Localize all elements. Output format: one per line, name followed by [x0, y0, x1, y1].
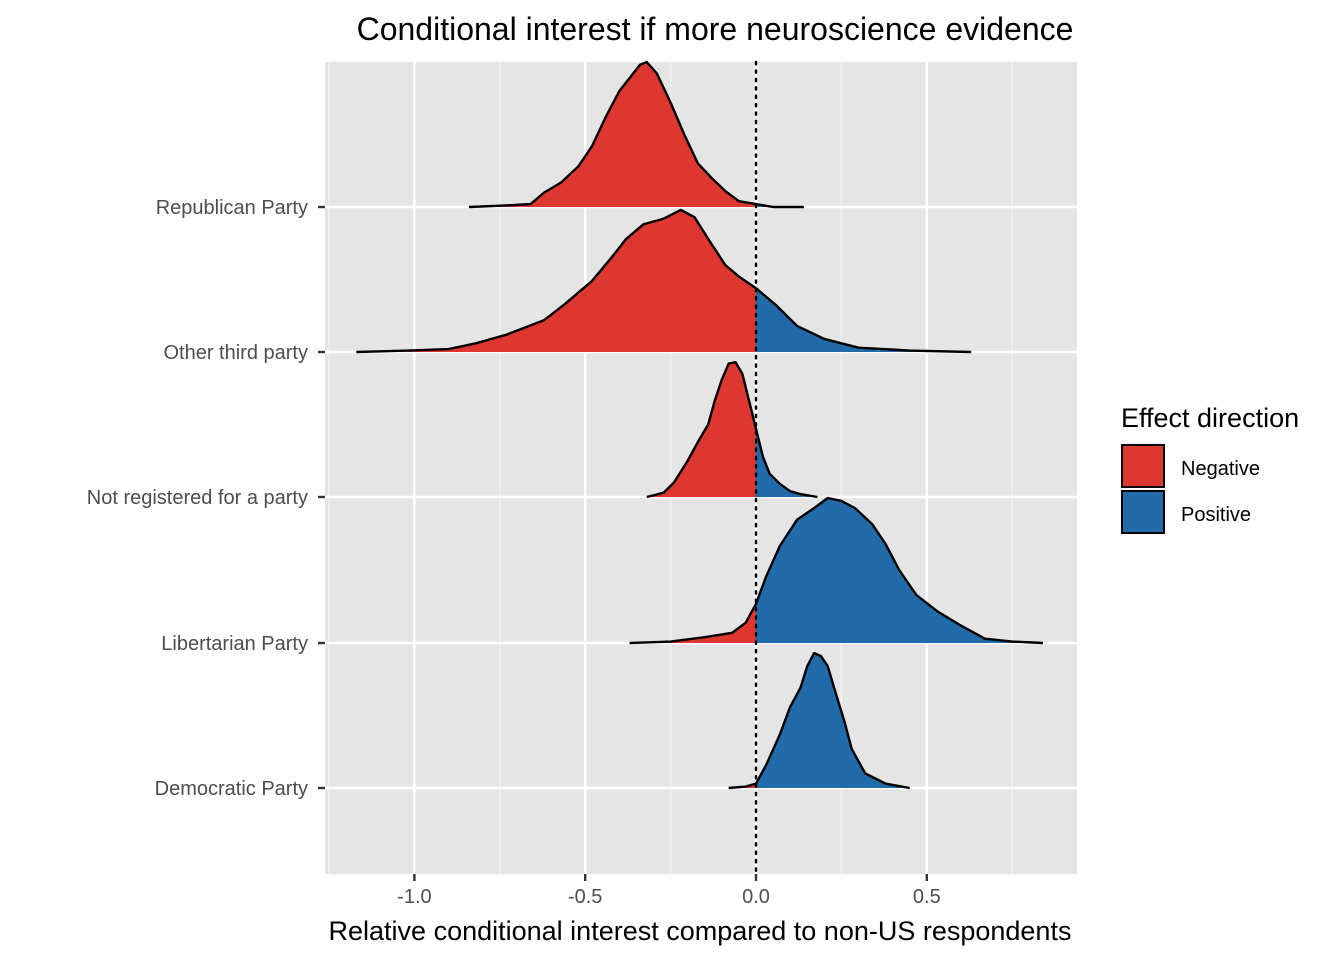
y-tick-label: Democratic Party	[155, 778, 308, 800]
ridge-fill-negative	[728, 783, 756, 788]
x-tick-label: 0.5	[913, 886, 941, 908]
ridge-fill-positive	[756, 428, 818, 497]
ridge-fill-negative	[646, 362, 756, 497]
x-axis: -1.0 -0.5 0.0 0.5	[397, 874, 941, 908]
x-tick-label: 0.0	[742, 886, 770, 908]
legend-key-positive	[1121, 490, 1165, 534]
legend: Effect direction Negative Positive	[1121, 403, 1299, 534]
ridge-outline	[629, 496, 1043, 645]
ridge-fill-positive	[756, 653, 910, 788]
legend-key-negative	[1121, 444, 1165, 488]
density-ridges	[356, 60, 1043, 790]
ridge-fill-negative	[356, 209, 756, 352]
y-tick-label: Republican Party	[156, 197, 308, 219]
y-tick-label: Not registered for a party	[87, 487, 308, 509]
x-tick-label: -0.5	[568, 886, 602, 908]
ridge-fill-positive	[756, 288, 972, 352]
ridge-not-registered-for-a-party	[646, 360, 818, 499]
ridge-libertarian-party	[629, 496, 1043, 645]
ridge-fill-negative	[629, 603, 756, 643]
ridge-democratic-party	[728, 651, 910, 790]
legend-title: Effect direction	[1121, 403, 1299, 433]
ridge-outline	[728, 651, 910, 790]
legend-label-negative: Negative	[1181, 458, 1260, 480]
x-tick-label: -1.0	[397, 886, 431, 908]
y-axis: Republican Party Other third party Not reg…	[87, 197, 325, 800]
ridge-fill-negative	[469, 62, 756, 207]
y-tick-label: Other third party	[163, 342, 308, 364]
ridge-outline	[469, 60, 804, 209]
ridge-republican-party	[469, 60, 804, 209]
ridge-outline	[356, 208, 972, 354]
ridge-other-third-party	[356, 208, 972, 354]
y-tick-label: Libertarian Party	[161, 633, 308, 655]
chart-title: Conditional interest if more neuroscienc…	[357, 11, 1074, 47]
ridge-outline	[646, 360, 818, 499]
legend-label-positive: Positive	[1181, 504, 1251, 526]
x-axis-title: Relative conditional interest compared t…	[329, 916, 1072, 946]
